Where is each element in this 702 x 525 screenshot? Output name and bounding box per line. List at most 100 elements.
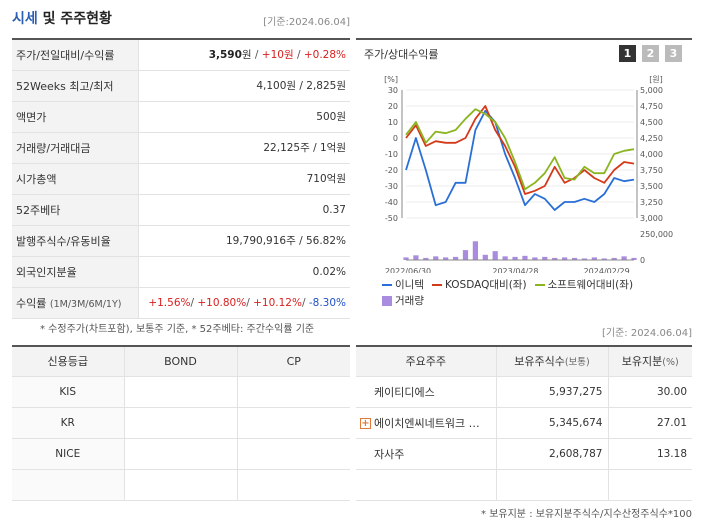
volume-bar	[482, 254, 488, 260]
stat-label: 거래량/거래대금	[12, 132, 139, 163]
y-tick-label-right: 3,250	[640, 198, 663, 207]
stat-value: 0.02%	[312, 265, 346, 278]
volume-tick-label: 0	[640, 256, 645, 265]
shareholder-name: 자사주	[356, 438, 497, 470]
shareholder-name-cell: + 에이치엔씨네트워크 …	[356, 407, 497, 439]
stat-value: 500원	[316, 111, 346, 123]
stat-value: 19,790,916주 / 56.82%	[225, 235, 346, 247]
credit-rating-table: 신용등급 BOND CP KIS KR NICE	[12, 345, 350, 501]
volume-bar	[581, 258, 588, 260]
shareholder-name: 에이치엔씨네트워크 …	[374, 416, 480, 430]
stat-label: 주가/전일대비/수익률	[12, 39, 139, 70]
volume-bar	[502, 256, 508, 260]
y-tick-label-left: -30	[385, 182, 398, 191]
volume-bar	[492, 251, 498, 260]
bond-cell	[124, 407, 238, 439]
y-tick-label-left: -50	[385, 214, 398, 223]
agency-cell: NICE	[12, 438, 125, 470]
legend-item: KOSDAQ대비(좌)	[431, 277, 527, 292]
y-tick-label-right: 3,750	[640, 166, 663, 175]
bond-cell	[124, 376, 238, 408]
stat-label: 발행주식수/유동비율	[12, 225, 139, 256]
legend-swatch	[382, 283, 392, 286]
chart-tab-3[interactable]: 3	[665, 45, 682, 62]
table-row: KR	[12, 407, 350, 439]
column-header: 주요주주	[356, 346, 497, 377]
stat-row-volume: 거래량/거래대금 22,125주 / 1억원	[12, 132, 350, 163]
expand-plus-icon[interactable]: +	[360, 417, 371, 429]
y-tick-label-left: 20	[388, 102, 398, 111]
y-tick-label-left: 30	[388, 86, 398, 95]
right-axis-unit: [원]	[649, 75, 663, 84]
bond-cell	[124, 469, 238, 501]
volume-bar	[571, 257, 578, 260]
agency-cell: KR	[12, 407, 125, 439]
ratio-cell: 27.01	[608, 407, 692, 439]
shareholder-name	[356, 469, 497, 501]
volume-bar	[552, 257, 558, 260]
stat-label: 52주베타	[12, 194, 139, 225]
column-header: BOND	[124, 346, 238, 377]
stat-label: 52Weeks 최고/최저	[12, 70, 139, 101]
volume-bar	[591, 257, 597, 260]
table-row: 케이티디에스 5,937,275 30.00	[356, 376, 692, 408]
left-axis-unit: [%]	[384, 75, 398, 84]
stat-row-par-value: 액면가 500원	[12, 101, 350, 132]
chart-title: 주가/상대수익률	[364, 48, 439, 61]
y-tick-label-left: -20	[385, 166, 398, 175]
shareholders-table: 주요주주 보유주식수(보통) 보유지분(%) 케이티디에스 5,937,275 …	[356, 345, 692, 501]
volume-bar	[472, 241, 479, 260]
y-tick-label-left: -40	[385, 198, 398, 207]
volume-bar	[631, 257, 637, 260]
chart-tab-1[interactable]: 1	[619, 45, 636, 62]
y-tick-label-right: 4,250	[640, 134, 663, 143]
y-tick-label-left: -10	[385, 150, 398, 159]
section-title-rest: 및 주주현황	[37, 11, 112, 27]
column-header: 보유지분(%)	[608, 346, 692, 377]
column-header: CP	[237, 346, 350, 377]
base-date-2: [기준: 2024.06.04]	[601, 328, 692, 339]
base-date: [기준:2024.06.04]	[263, 17, 350, 28]
volume-bar	[452, 256, 459, 260]
legend-swatch	[431, 283, 442, 286]
return-6m: +10.12%	[253, 296, 302, 309]
stat-row-returns: 수익률 (1M/3M/6M/1Y) +1.56%/ +10.80%/ +10.1…	[12, 287, 350, 318]
cp-cell	[237, 438, 350, 470]
cp-cell	[237, 376, 350, 408]
stat-label-returns: 수익률 (1M/3M/6M/1Y)	[12, 287, 139, 318]
stat-value: 22,125주 / 1억원	[263, 142, 346, 154]
volume-bar	[512, 256, 518, 260]
price-unit: 원	[241, 49, 252, 62]
x-tick-label: 2022/06/30	[385, 267, 431, 273]
chart-tab-2[interactable]: 2	[642, 45, 659, 62]
return-3m: +10.80%	[197, 296, 247, 309]
series-line	[405, 105, 635, 195]
volume-bar	[532, 257, 538, 260]
volume-bar	[522, 255, 528, 260]
stat-row-beta: 52주베타 0.37	[12, 194, 350, 225]
ratio-cell: 30.00	[608, 376, 692, 408]
y-tick-label-left: 0	[393, 134, 398, 143]
section-title-main: 시세	[12, 11, 38, 27]
table-row	[12, 469, 350, 501]
shareholder-name: 케이티디에스	[356, 376, 497, 408]
table-row: KIS	[12, 376, 350, 408]
y-tick-label-right: 3,000	[640, 214, 663, 223]
table-row: + 에이치엔씨네트워크 … 5,345,674 27.01	[356, 407, 692, 439]
stat-value: 4,100원 / 2,825원	[256, 80, 346, 92]
stat-value: 710억원	[306, 173, 346, 185]
footnote-stats: * 수정주가(차트포함), 보통주 기준, * 52주베타: 주간수익률 기준	[40, 324, 315, 335]
legend-item: 소프트웨어대비(좌)	[534, 277, 633, 292]
bond-cell	[124, 438, 238, 470]
ratio-cell	[608, 469, 692, 501]
agency-cell	[12, 469, 125, 501]
volume-bar	[403, 257, 409, 260]
stat-row-52weeks: 52Weeks 최고/최저 4,100원 / 2,825원	[12, 70, 350, 101]
chart-tabs: 1 2 3	[619, 45, 682, 62]
volume-bar	[611, 257, 617, 260]
volume-bar	[621, 256, 627, 260]
volume-bar	[601, 258, 607, 260]
stat-label: 시가총액	[12, 163, 139, 194]
shares-cell: 5,937,275	[496, 376, 609, 408]
table-row: NICE	[12, 438, 350, 470]
